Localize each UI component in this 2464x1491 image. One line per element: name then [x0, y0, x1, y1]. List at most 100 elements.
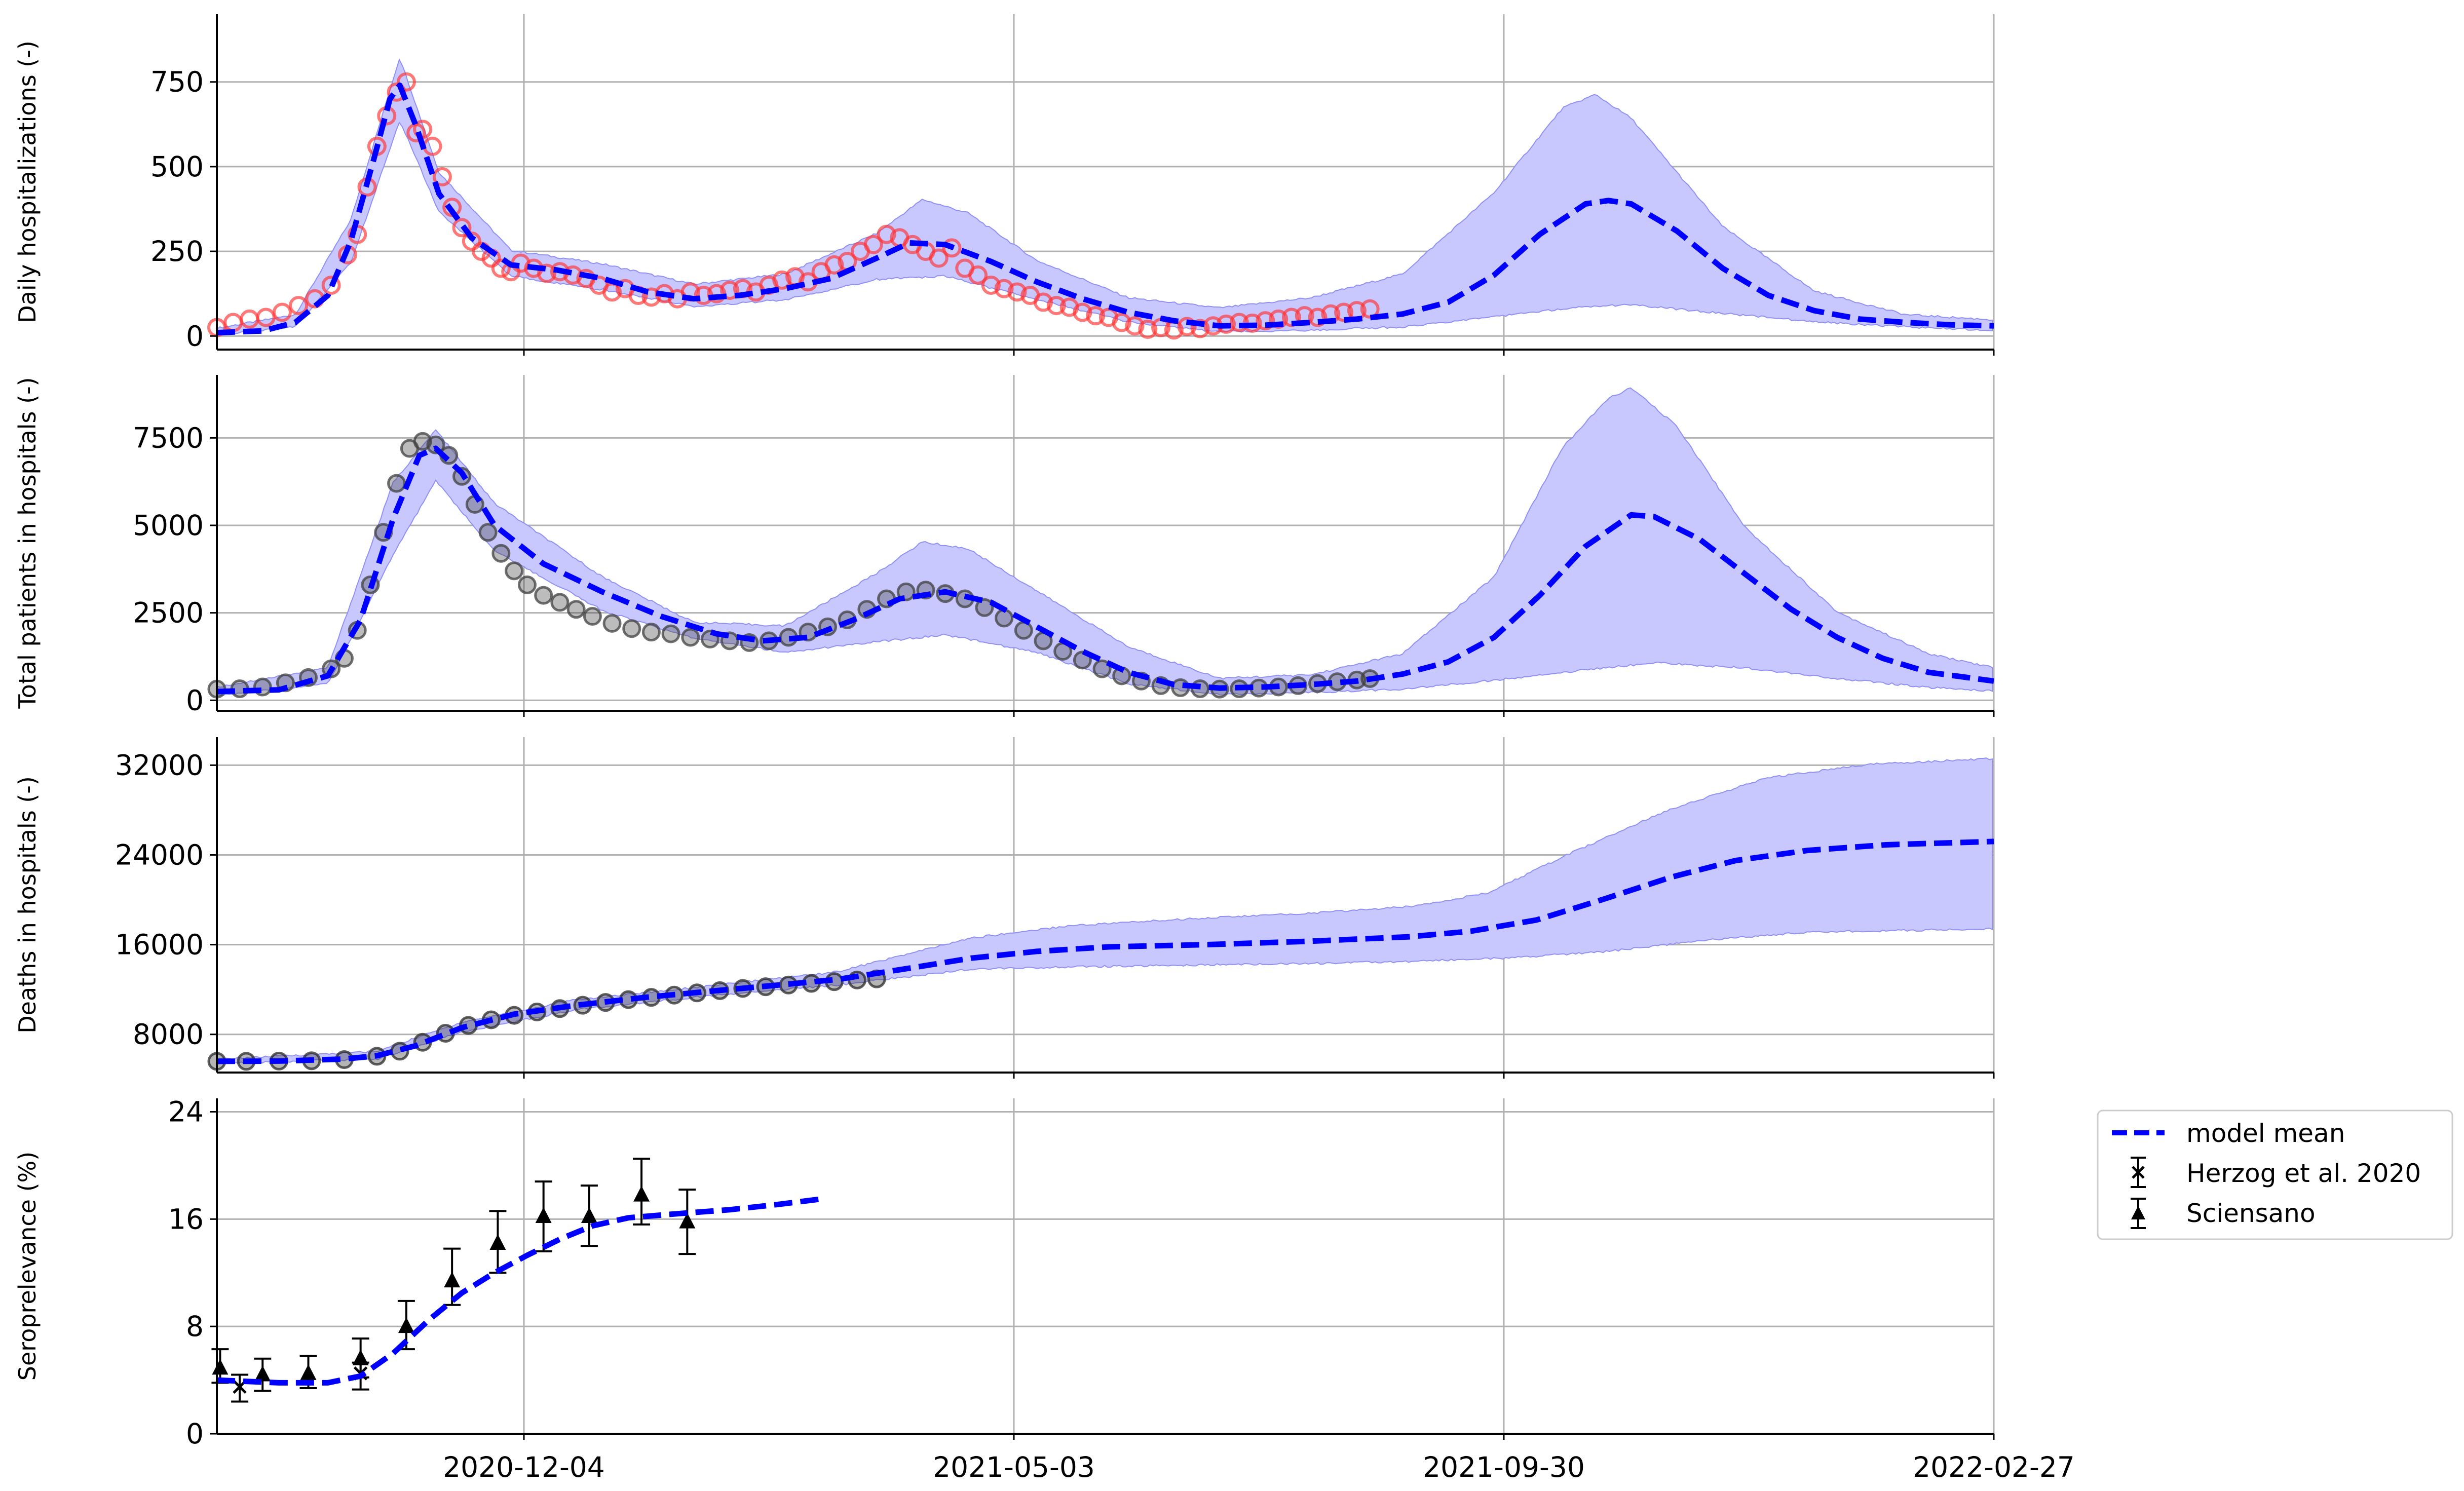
triangle-marker [489, 1234, 506, 1250]
y-tick-label: 24000 [115, 838, 204, 871]
observed-points [211, 1158, 696, 1403]
legend-label-herzog: Herzog et al. 2020 [2186, 1159, 2421, 1188]
axes-spines [210, 375, 1995, 717]
triangle-marker [679, 1212, 696, 1229]
data-point [396, 72, 416, 92]
y-tick-label: 16000 [115, 929, 204, 961]
data-point [289, 296, 309, 316]
axes-spines [210, 1098, 1995, 1440]
data-point [432, 167, 452, 186]
data-point [478, 523, 498, 542]
triangle-marker [300, 1364, 317, 1380]
data-point [491, 258, 511, 278]
data-point [720, 280, 740, 300]
data-point [517, 575, 537, 594]
data-point [1256, 311, 1275, 331]
model-mean-line [216, 1196, 822, 1386]
data-point [452, 218, 472, 238]
data-point [641, 623, 661, 642]
legend: model mean Herzog et al. 2020 Sciensano [2097, 1110, 2453, 1240]
y-tick-label: 8000 [133, 1018, 204, 1051]
data-point [583, 607, 602, 626]
x-tick-label: 2021-09-30 [1423, 1451, 1585, 1483]
triangle-marker [352, 1349, 369, 1365]
sciensano-point [580, 1184, 598, 1247]
data-point [1138, 319, 1158, 339]
data-point [877, 224, 896, 244]
y-tick-label: 24 [168, 1095, 204, 1128]
y-tick-label: 250 [150, 235, 204, 267]
data-point [1334, 302, 1354, 322]
y-tick-label: 8 [186, 1310, 204, 1343]
y-tick-label: 0 [186, 320, 204, 352]
legend-herzog-swatch [2131, 1157, 2146, 1188]
data-point [1360, 299, 1380, 319]
model-band [216, 58, 1993, 336]
y-tick-labels: 0 250 500 750 [150, 66, 204, 353]
panel-total-patients: 0 2500 5000 7500 Total patients in hospital… [14, 375, 1995, 717]
data-point [256, 308, 276, 327]
data-point [1190, 319, 1210, 338]
data-point [772, 270, 792, 290]
model-mean-line [216, 445, 1994, 695]
data-point [968, 265, 988, 285]
data-point [661, 624, 680, 643]
data-point [505, 561, 524, 581]
data-point [602, 614, 622, 633]
data-point [824, 255, 844, 275]
data-point [272, 302, 292, 322]
data-point [1112, 313, 1131, 332]
data-point [462, 232, 481, 251]
sciensano-point [443, 1247, 461, 1306]
data-point [863, 235, 883, 254]
y-tick-label: 32000 [115, 749, 204, 781]
data-point [321, 275, 341, 295]
data-point [566, 600, 586, 619]
y-tick-labels: 0 2500 5000 7500 [133, 422, 204, 716]
model-mean-line [216, 1196, 822, 1386]
y-tick-label: 16 [168, 1203, 204, 1235]
triangle-marker [398, 1317, 414, 1333]
data-point [491, 544, 511, 563]
y-tick-label: 500 [150, 150, 204, 183]
data-point [975, 598, 994, 617]
y-tick-label: 750 [150, 66, 204, 98]
x-tick-label: 2022-02-27 [1913, 1451, 2075, 1483]
model-mean-line [216, 838, 1994, 1064]
data-point [994, 279, 1014, 298]
legend-label-model-mean: model mean [2186, 1119, 2345, 1148]
data-point [537, 263, 557, 283]
axes-spines [210, 14, 1995, 356]
data-point [981, 275, 1001, 295]
data-point [1034, 292, 1053, 312]
legend-sciensano-swatch [2131, 1198, 2146, 1229]
sciensano-point [254, 1357, 272, 1392]
data-point [1177, 317, 1197, 336]
data-point [1046, 296, 1066, 316]
data-point [641, 287, 661, 307]
triangle-marker [535, 1207, 552, 1224]
data-point [1125, 316, 1145, 336]
y-tick-label: 5000 [133, 509, 204, 542]
x-tick-labels: 2020-12-04 2021-05-03 2021-09-30 2022-02… [443, 1451, 2075, 1483]
triangle-marker [581, 1207, 597, 1224]
sciensano-point [678, 1189, 696, 1255]
data-point [1281, 308, 1301, 327]
y-axis-label: Total patients in hospitals (-) [14, 377, 41, 709]
data-point [1308, 308, 1328, 327]
triangle-marker [633, 1186, 650, 1202]
data-point [534, 586, 553, 605]
data-point [942, 238, 962, 258]
triangle-marker [444, 1272, 461, 1288]
uncertainty-band [216, 58, 1993, 336]
x-tick-label: 2020-12-04 [443, 1451, 605, 1483]
y-tick-labels: 0 8 16 24 [168, 1095, 204, 1450]
data-point [929, 248, 949, 268]
y-tick-label: 0 [186, 1418, 204, 1450]
data-point [1086, 306, 1106, 326]
y-axis-label: Seroprelevance (%) [14, 1152, 41, 1381]
axes-spines [210, 737, 1995, 1079]
y-axis-label: Daily hospitalizations (-) [14, 41, 41, 323]
